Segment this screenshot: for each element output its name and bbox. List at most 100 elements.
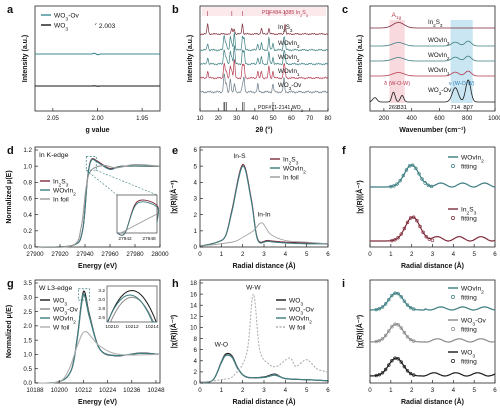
fit-marker (399, 232, 403, 236)
y-tick-label: 0.2 (23, 228, 32, 235)
x-tick-label: 2.05 (47, 115, 60, 122)
x-axis-label: g value (85, 127, 109, 134)
fit-marker (393, 291, 397, 295)
series-line (370, 164, 496, 188)
inset-tick-label: 10210 (105, 324, 119, 330)
series-label: WOvIn3 (278, 40, 300, 49)
x-tick-label: 1 (389, 387, 393, 394)
fit-marker (396, 291, 400, 296)
y-tick-label: 3.0 (23, 294, 32, 301)
y-tick-label: 3 (194, 196, 198, 203)
fit-marker (405, 369, 410, 373)
annotation: δ (W-O-W) (384, 81, 410, 87)
x-tick-label: 0 (368, 251, 372, 258)
fit-marker (423, 181, 427, 185)
x-tick-label: 5 (472, 251, 476, 258)
fit-marker (399, 360, 403, 364)
fit-marker (405, 335, 410, 339)
y-tick-label: 3.5 (23, 280, 32, 287)
inset-tick-label: 27948 (142, 236, 156, 242)
x-tick-label: 40 (251, 115, 258, 122)
reference-label: PDF#84-1385 In2S3 (262, 10, 308, 18)
x-tick-label: 5 (305, 251, 309, 258)
peak-label: 331 (397, 105, 407, 111)
series-label: WOvIn2 (428, 52, 450, 61)
y-tick-label: 6 (194, 347, 198, 354)
fit-marker (396, 236, 400, 240)
series-line (370, 40, 495, 47)
x-axis-label: 2θ (°) (255, 126, 272, 134)
series-line (369, 79, 495, 103)
x-tick-label: 2 (241, 251, 245, 258)
inset-tick-label: 10212 (125, 324, 139, 330)
legend-swatch (451, 295, 455, 299)
series-line (370, 216, 496, 242)
series-line (199, 164, 329, 247)
x-tick-label: 27920 (51, 251, 69, 258)
panel-a: a g value Intensity (a.u.) 2.05 2.00 1.95 WO3-… (7, 4, 161, 134)
fit-marker (429, 184, 434, 189)
y-tick-label: 4 (194, 358, 198, 365)
y-tick-label: 0 (194, 244, 198, 251)
fit-marker (402, 299, 407, 303)
reference-band-in2s3 (202, 7, 326, 16)
legend-label: WOvIn2 (53, 187, 76, 197)
series-line (369, 357, 496, 377)
x-tick-label: 27940 (76, 251, 94, 258)
panel-letter: c (342, 4, 348, 16)
legend-label: WO3 (53, 297, 67, 307)
y-tick-label: 8 (194, 336, 198, 343)
fit-marker (424, 235, 428, 239)
legend-label: In foil (53, 196, 69, 203)
inset-tick-label: 3.0 (98, 297, 105, 303)
legend-swatch (451, 359, 455, 363)
fit-marker (390, 359, 394, 363)
x-tick-label: 1 (220, 387, 224, 394)
x-tick-label: 1.95 (136, 115, 149, 122)
y-tick-label: 14 (190, 302, 197, 309)
x-tick-label: 27960 (101, 251, 119, 258)
fit-marker (408, 216, 413, 220)
x-tick-label: 0 (198, 251, 202, 258)
inset-line (106, 289, 157, 323)
inset-frame (106, 285, 158, 323)
zoom-connector (86, 169, 118, 196)
fit-marker (412, 307, 416, 311)
x-axis-label: Radial distance (Å) (232, 261, 295, 270)
y-tick-label: 0.0 (23, 244, 32, 251)
x-tick-label: 20 (215, 115, 222, 122)
y-tick-label: 0.4 (23, 212, 32, 219)
y-axis-label: |χ(R)|(Å⁻³) (169, 315, 178, 348)
x-tick-label: 4 (452, 387, 456, 394)
panel-letter: h (172, 278, 179, 290)
x-tick-label: 4 (284, 251, 288, 258)
inset-line (120, 213, 158, 234)
series-label: WO3-Ov (428, 87, 452, 96)
fit-marker (430, 238, 435, 243)
y-tick-label: 16 (190, 291, 197, 298)
series-line (199, 59, 328, 80)
x-tick-label: 28000 (151, 251, 169, 258)
annotation: In-S (233, 153, 246, 160)
fit-marker (426, 183, 431, 188)
fit-marker (377, 372, 382, 377)
y-tick-label: 0.8 (23, 180, 32, 187)
legend-label: WOvIn2 (283, 165, 306, 175)
x-tick-label: 3 (431, 387, 435, 394)
fit-marker (402, 364, 407, 369)
legend-label: WO3-Ov (54, 12, 79, 22)
legend-swatch (451, 164, 455, 168)
legend-label: In2S3 (53, 178, 69, 188)
x-tick-label: 2 (410, 251, 414, 258)
x-tick-label: 50 (270, 115, 277, 122)
fit-marker (396, 357, 400, 361)
fit-marker (390, 325, 394, 329)
fit-marker (427, 237, 432, 241)
x-tick-label: 10248 (147, 387, 165, 394)
y-axis-label: |χ(R)|(Å⁻³) (169, 180, 178, 213)
panel-b: b 2θ (°) Intensity (a.u.) In2S3 WOvIn3 WOvIn2… (172, 4, 332, 134)
legend-label: WO3 (54, 22, 68, 32)
x-axis-label: Radial distance (Å) (401, 397, 464, 406)
series-line (199, 73, 329, 94)
series-label: WOvIn1 (428, 67, 450, 76)
